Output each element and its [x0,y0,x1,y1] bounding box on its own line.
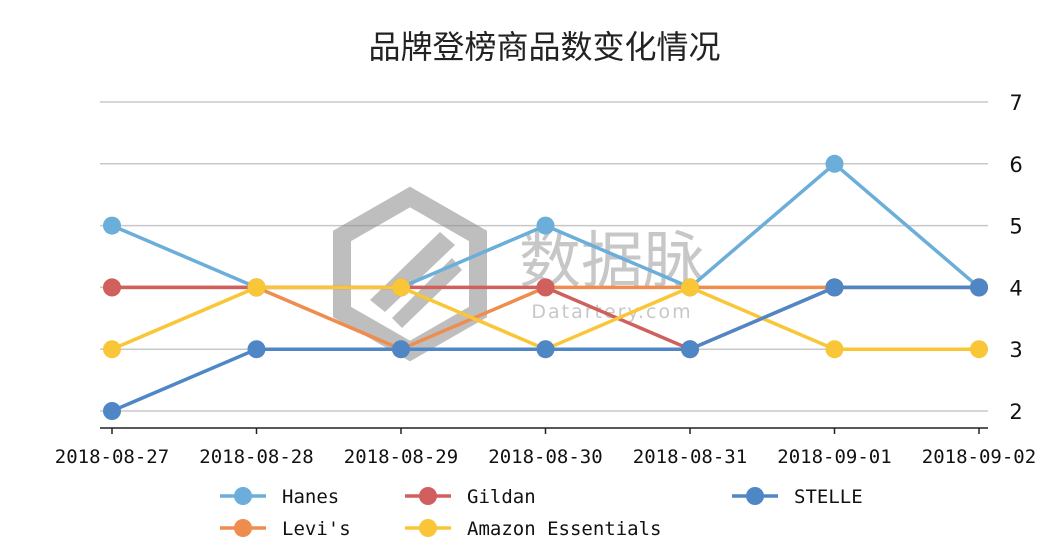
data-point [825,278,844,297]
data-point [681,340,699,359]
data-point [970,340,988,359]
legend-item: Hanes [220,486,339,508]
legend-label: Hanes [282,486,339,508]
x-tick-label: 2018-08-29 [344,446,458,468]
legend-marker [234,519,252,537]
data-point [536,340,555,359]
data-point [103,216,121,235]
data-point [247,340,266,359]
x-tick-label: 2018-08-28 [199,446,313,468]
legend-item: Levi's [220,518,351,540]
data-point [392,340,410,359]
y-tick-label: 4 [1009,276,1022,300]
data-point [825,340,844,359]
data-point [392,278,410,297]
series-group [103,154,988,420]
data-point [536,216,555,235]
y-tick-label: 6 [1009,153,1022,177]
series-stelle [103,278,988,420]
y-tick-label: 7 [1009,91,1022,115]
y-tick-label: 2 [1009,400,1022,424]
data-point [681,278,699,297]
data-point [103,278,121,297]
x-tick-label: 2018-08-31 [633,446,747,468]
legend: Hanes Gildan STELLE Levi's Amazon Essentials [220,486,863,540]
axes: 2 3 4 5 6 7 2018-08-27 2018-08-28 2018-08-29 2018… [55,91,1036,468]
legend-item: STELLE [732,486,863,508]
x-tick-label: 2018-08-27 [55,446,169,468]
data-point [970,278,988,297]
legend-marker [746,487,764,505]
legend-item: Amazon Essentials [405,518,661,540]
x-tick-label: 2018-08-30 [488,446,602,468]
x-tick-label: 2018-09-01 [777,446,891,468]
data-point [103,402,121,420]
legend-label: Amazon Essentials [467,518,661,540]
data-point [536,278,555,297]
watermark-logo-icon [333,186,487,362]
x-tick-label: 2018-09-02 [922,446,1036,468]
y-tick-label: 5 [1009,215,1022,239]
data-point [825,154,844,173]
data-point [247,278,266,297]
legend-label: Levi's [282,518,351,540]
watermark: 数据脉 Datartery.com [333,186,705,362]
legend-marker [234,487,252,505]
chart-title: 品牌登榜商品数变化情况 [368,28,721,66]
y-tick-label: 3 [1009,338,1022,362]
legend-marker [419,519,437,537]
legend-label: STELLE [794,486,863,508]
legend-label: Gildan [467,486,536,508]
data-point [103,340,121,359]
watermark-en-text: Datartery.com [531,301,692,323]
legend-item: Gildan [405,486,536,508]
legend-marker [419,487,437,505]
